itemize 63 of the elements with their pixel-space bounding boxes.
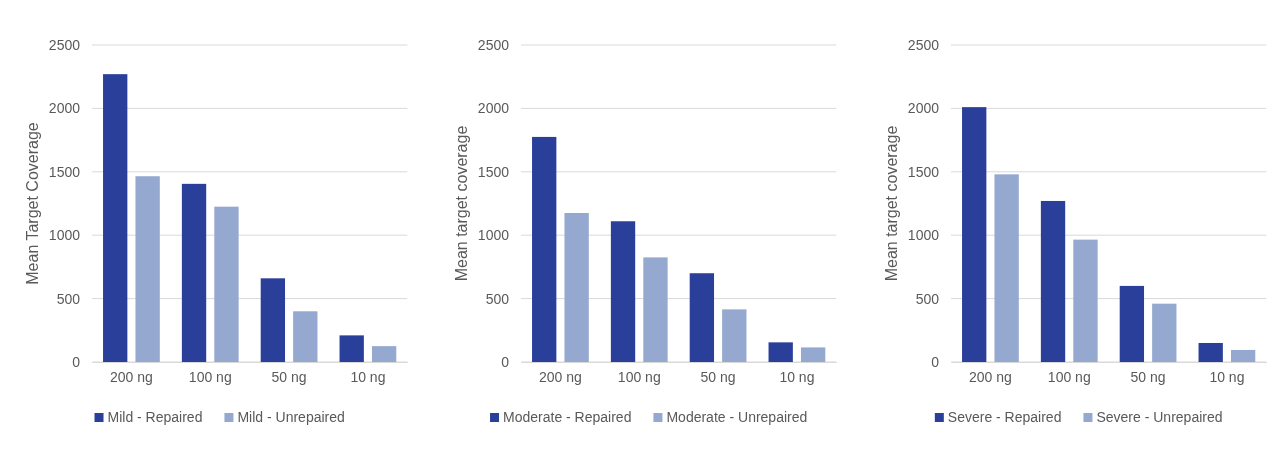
bar [1230,349,1255,362]
x-tick-label: 100 ng [188,368,232,385]
y-tick-label: 500 [56,290,81,307]
y-tick-label: 0 [501,353,510,370]
x-tick-label: 10 ng [350,368,386,385]
bar [181,183,207,362]
y-tick-label: 500 [485,290,510,307]
bar [1119,285,1144,362]
bar [961,107,987,362]
y-tick-label: 2000 [48,100,81,117]
y-tick-label: 1000 [907,227,939,244]
x-tick-label: 50 ng [271,368,307,385]
x-tick-label: 50 ng [700,368,736,385]
legend-label: Moderate - Repaired [503,409,632,425]
y-tick-label: 1500 [48,163,81,180]
y-tick-label: 1500 [907,163,939,180]
y-tick-label: 1500 [478,163,510,180]
y-tick-label: 2500 [48,36,81,53]
bar [135,176,160,362]
y-tick-label: 500 [915,290,939,307]
bar [1072,239,1098,362]
legend-label: Mild - Repaired [107,409,203,425]
bar [371,346,397,362]
x-tick-label: 50 ng [1130,368,1166,385]
y-tick-label: 2500 [478,36,510,53]
bar [532,136,557,362]
legend-label: Severe - Repaired [947,409,1062,425]
bar [1040,200,1065,362]
y-tick-label: 2000 [478,100,510,117]
bar [994,174,1019,362]
bar [690,273,715,362]
bar [260,278,286,362]
x-tick-label: 200 ng [539,368,583,385]
bar [801,347,826,362]
y-axis-title: Mean Target Coverage [24,122,41,285]
bar [214,206,239,362]
bar [611,221,636,362]
legend-label: Mild - Unrepaired [237,409,345,425]
bar [1198,342,1223,362]
bar [643,257,668,362]
bar [293,311,318,362]
y-tick-label: 1000 [48,227,81,244]
bar [1151,303,1177,362]
bar [768,342,794,362]
y-tick-label: 0 [930,353,939,370]
y-axis-title: Mean target coverage [453,125,471,282]
y-tick-label: 2000 [907,100,939,117]
x-tick-label: 10 ng [779,368,815,385]
bar [103,74,128,362]
x-tick-label: 10 ng [1209,368,1245,385]
y-tick-label: 1000 [478,227,510,244]
x-tick-label: 100 ng [1047,368,1091,385]
bar [564,213,590,362]
y-tick-label: 0 [72,353,81,370]
y-tick-label: 2500 [907,36,939,53]
legend-label: Severe - Unrepaired [1096,409,1223,425]
x-tick-label: 200 ng [110,368,153,385]
x-tick-label: 100 ng [618,368,661,385]
y-axis-title: Mean target coverage [882,125,900,282]
bar [722,309,747,362]
x-tick-label: 200 ng [968,368,1012,385]
legend-label: Moderate - Unrepaired [666,409,808,425]
bar [339,335,364,362]
